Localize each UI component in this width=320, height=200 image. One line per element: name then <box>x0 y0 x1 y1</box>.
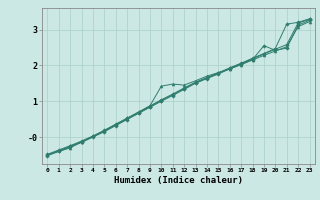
X-axis label: Humidex (Indice chaleur): Humidex (Indice chaleur) <box>114 176 243 185</box>
